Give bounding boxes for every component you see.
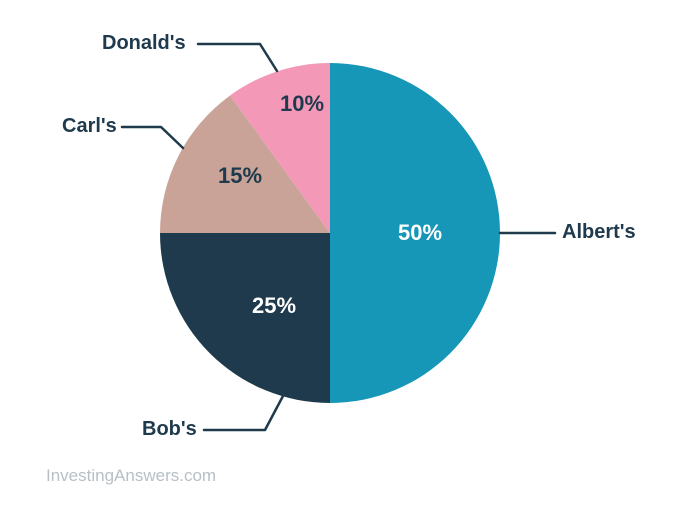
slice-value-3: 10%	[280, 91, 324, 117]
pie-chart-svg	[0, 0, 673, 507]
pie-chart-figure: Albert's Bob's Carl's Donald's 50% 25% 1…	[0, 0, 673, 507]
leader-line	[198, 44, 277, 71]
pie-slice	[160, 233, 330, 403]
slice-label-3: Donald's	[102, 32, 186, 55]
slice-value-2: 15%	[218, 163, 262, 189]
slice-label-2: Carl's	[62, 115, 117, 138]
slice-value-1: 25%	[252, 293, 296, 319]
leader-line	[122, 127, 183, 148]
slice-label-1: Bob's	[142, 418, 197, 441]
slice-value-0: 50%	[398, 220, 442, 246]
slice-label-0: Albert's	[562, 221, 636, 244]
leader-line	[204, 396, 283, 430]
credit-text: InvestingAnswers.com	[46, 466, 216, 486]
